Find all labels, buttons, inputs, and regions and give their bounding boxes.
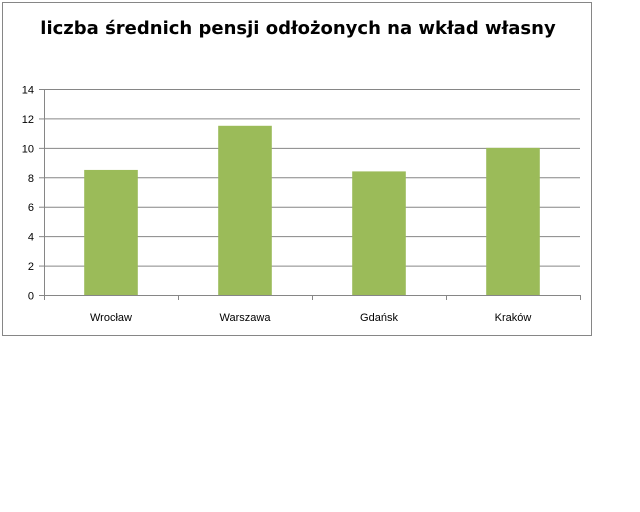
bar-gdańsk bbox=[352, 171, 406, 295]
chart-title: liczba średnich pensji odłożonych na wkł… bbox=[40, 18, 556, 39]
y-tick-label: 0 bbox=[28, 291, 34, 303]
bar-warszawa bbox=[218, 125, 272, 296]
y-tick-label: 14 bbox=[22, 85, 34, 97]
y-tick-label: 4 bbox=[28, 232, 34, 244]
x-tick-label: Warszawa bbox=[220, 312, 272, 324]
y-tick-label: 6 bbox=[28, 202, 34, 214]
y-tick-label: 2 bbox=[28, 261, 34, 273]
x-tick-label: Kraków bbox=[495, 312, 532, 324]
bar-wrocław bbox=[84, 169, 138, 295]
y-tick-label: 10 bbox=[22, 143, 34, 155]
x-tick-label: Gdańsk bbox=[360, 312, 398, 324]
bar-kraków bbox=[486, 147, 540, 295]
y-tick-label: 8 bbox=[28, 173, 34, 185]
chart-frame: liczba średnich pensji odłożonych na wkł… bbox=[2, 2, 592, 336]
y-tick-label: 12 bbox=[22, 114, 34, 126]
x-tick-label: Wrocław bbox=[90, 312, 132, 324]
chart-plot: 0 2 4 6 8 10 12 14 Wrocław Warszawa Gdańsk Kraków bbox=[22, 85, 581, 324]
